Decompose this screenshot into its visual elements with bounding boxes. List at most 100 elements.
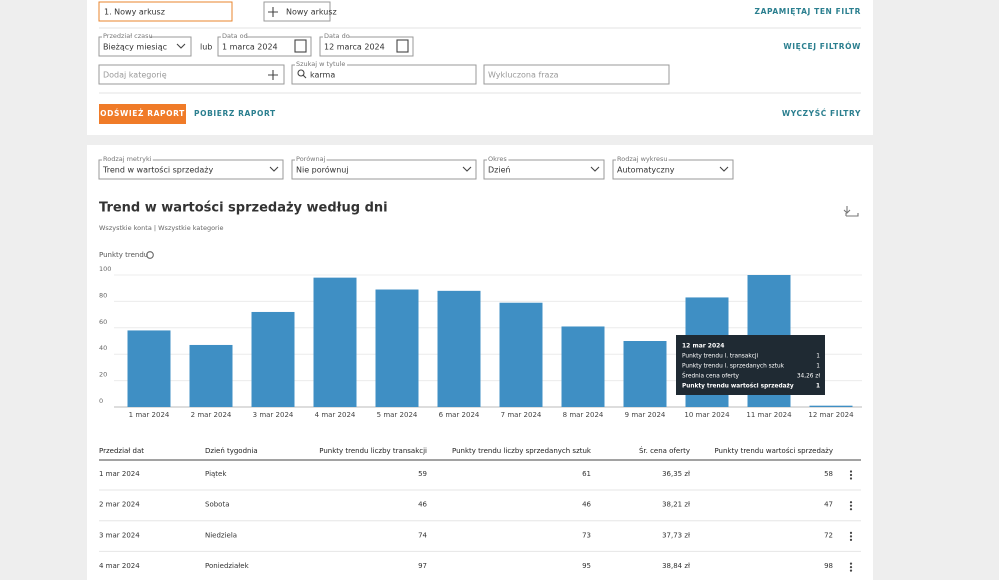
bar[interactable] [127,330,171,407]
tooltip-value: 1 [816,384,820,390]
label-bg [102,156,153,162]
row-menu-dot[interactable] [849,473,853,477]
table-cell: Sobota [205,501,230,509]
sheet-name-input[interactable] [98,1,233,22]
table-cell: 37,73 zł [662,531,690,539]
row-menu-dot[interactable] [849,569,853,572]
table-cell: 46 [582,501,591,509]
table-cell: 98 [824,562,833,570]
y-tick-label: 0 [99,397,103,405]
date-from-input[interactable] [217,36,312,57]
x-tick-label: 11 mar 2024 [746,411,792,419]
x-tick-label: 6 mar 2024 [439,411,480,419]
x-tick-label: 3 mar 2024 [253,411,294,419]
bar[interactable] [375,289,419,407]
tooltip-label: Średnia cena oferty [682,373,739,380]
table-cell: 74 [418,531,427,539]
bar[interactable] [499,302,543,407]
calendar-icon[interactable] [294,39,307,53]
download-icon[interactable] [843,206,859,217]
row-menu-dot[interactable] [849,538,853,542]
bar[interactable] [623,341,667,407]
row-menu-dot[interactable] [849,501,853,504]
info-icon[interactable] [146,251,154,259]
chevron [176,43,186,49]
bar[interactable] [251,311,295,407]
x-tick-label: 7 mar 2024 [501,411,542,419]
table-header[interactable]: Przedział dat [99,447,144,455]
table-cell: Piątek [205,470,227,478]
excluded-input[interactable] [483,64,670,85]
category-input[interactable] [98,64,285,85]
tooltip-value: 34,26 zł [797,374,820,380]
x-tick-label: 5 mar 2024 [377,411,418,419]
bar[interactable] [437,290,481,407]
bar[interactable] [189,344,233,407]
bar[interactable] [313,277,357,407]
setting-value: Dzień [488,166,511,175]
table-cell: 72 [824,531,833,539]
label-bg [487,156,509,162]
date-to-label: Data do [324,32,350,40]
table-cell: 95 [582,562,591,570]
setting-select[interactable] [98,159,284,180]
x-tick-label: 8 mar 2024 [563,411,604,419]
setting-value: Trend w wartości sprzedaży [102,165,213,175]
tooltip-label: Punkty trendu l. sprzedanych sztuk [682,364,785,370]
plus-icon[interactable] [268,70,278,80]
table-cell: 2 mar 2024 [99,501,140,509]
label-bg [295,156,327,162]
bar[interactable] [561,326,605,407]
x-tick-label: 9 mar 2024 [625,411,666,419]
setting-select[interactable] [483,159,605,180]
table-cell: 46 [418,501,427,509]
more-filters-link[interactable]: WIĘCEJ FILTRÓW [783,42,861,51]
row-menu-dot[interactable] [849,508,853,511]
table-header[interactable]: Punkty trendu liczby sprzedanych sztuk [452,447,592,455]
x-tick-label: 12 mar 2024 [808,411,854,419]
row-menu-dot[interactable] [849,562,853,565]
row-menu-dot[interactable] [849,477,853,480]
clear-filters-link[interactable]: WYCZYŚĆ FILTRY [782,109,861,118]
setting-label: Porównaj [296,155,326,163]
new-sheet-button[interactable] [263,1,331,22]
row-menu-dot[interactable] [849,535,853,538]
table-header[interactable]: Dzień tygodnia [205,447,258,455]
table-cell: 3 mar 2024 [99,531,140,539]
search-value: karma [310,71,335,80]
table-cell: 61 [582,470,591,478]
search-input[interactable] [291,64,477,85]
setting-label: Okres [488,155,507,163]
tooltip-value: 1 [816,354,820,360]
calendar-icon[interactable] [396,39,409,53]
bar[interactable] [809,405,853,407]
y-tick-label: 80 [99,291,107,299]
label-bg [616,156,669,162]
x-tick-label: 1 mar 2024 [129,411,170,419]
table-cell: 47 [824,501,833,509]
sheet-name: 1. Nowy arkusz [104,8,165,17]
table-header[interactable]: Punkty trendu wartości sprzedaży [714,447,833,455]
refresh-button[interactable] [99,104,186,124]
row-menu-dot[interactable] [849,470,853,473]
date-to-input[interactable] [319,36,414,57]
download-link[interactable]: POBIERZ RAPORT [194,109,276,118]
row-menu-dot[interactable] [849,504,853,507]
row-menu-dot[interactable] [849,531,853,535]
tooltip [676,335,825,395]
new-sheet-label: Nowy arkusz [286,8,337,17]
search-icon [302,74,307,79]
tooltip-label: Punkty trendu wartości sprzedaży [682,383,794,390]
table-cell: 38,84 zł [662,562,690,570]
save-filter-link[interactable]: ZAPAMIĘTAJ TEN FILTR [755,7,861,16]
search-icon [297,69,305,77]
chevron [269,166,279,172]
table-cell: 73 [582,531,591,539]
plus-icon [268,7,278,17]
row-menu-dot[interactable] [849,566,853,569]
table-header[interactable]: Punkty trendu liczby transakcji [319,447,427,455]
table-header[interactable]: Śr. cena oferty [639,446,690,455]
setting-select[interactable] [612,159,734,180]
setting-select[interactable] [291,159,477,180]
